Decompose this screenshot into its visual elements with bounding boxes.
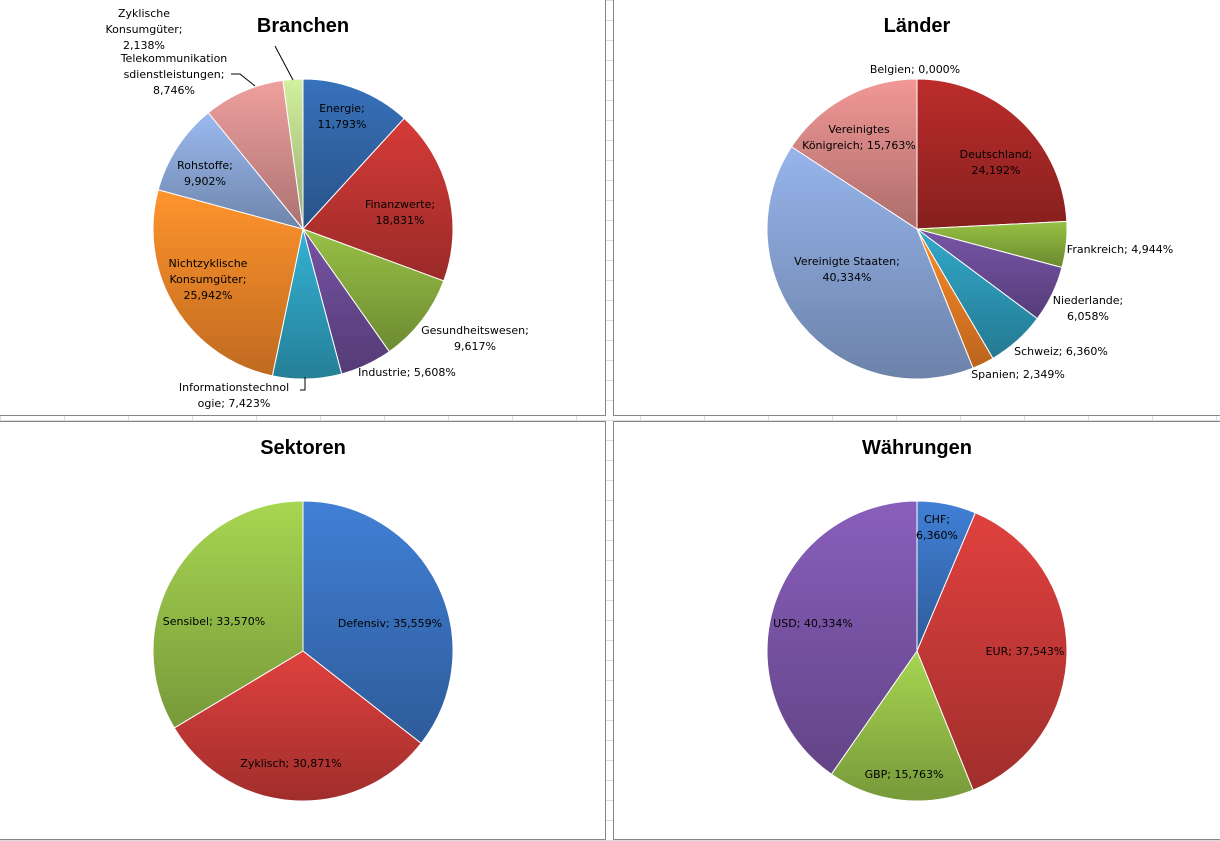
pie-slice[interactable] <box>790 78 918 230</box>
data-label: Defensiv; 35,559% <box>338 617 442 630</box>
data-label: Industrie; 5,608% <box>358 366 456 379</box>
data-label: GBP; 15,763% <box>865 768 944 781</box>
chart-title: Sektoren <box>260 437 346 459</box>
chart-title: Länder <box>884 15 951 37</box>
pie-chart-sektoren: Sektoren Defensiv; 35,559% Zyklisch; 30,8… <box>152 437 454 802</box>
leader-line <box>300 377 306 391</box>
data-label: Energie; 11,793% <box>318 102 367 131</box>
data-label: Belgien; 0,000% <box>870 63 960 76</box>
data-label: Finanzwerte; 18,831% <box>365 198 435 227</box>
data-label: Nichtzyklische Konsumgüter; 25,942% <box>169 257 248 302</box>
pie-slice[interactable] <box>830 649 974 802</box>
chart-title: Branchen <box>257 15 349 37</box>
data-label: Sensibel; 33,570% <box>163 615 265 628</box>
data-label: Telekommunikation sdienstleistungen; 8,746… <box>120 52 228 97</box>
chart-title: Währungen <box>862 437 972 459</box>
pie-slice[interactable] <box>152 189 304 377</box>
leader-line <box>231 73 256 87</box>
data-label: Schweiz; 6,360% <box>1014 345 1108 358</box>
data-label: EUR; 37,543% <box>986 645 1065 658</box>
data-label: USD; 40,334% <box>773 617 853 630</box>
pie-slice[interactable] <box>152 500 304 729</box>
data-label: Zyklische Konsumgüter; 2,138% <box>105 7 182 52</box>
data-label: Vereinigte Staaten; 40,334% <box>794 255 900 284</box>
pie-slice[interactable] <box>916 512 1068 791</box>
data-label: Deutschland; 24,192% <box>960 148 1033 177</box>
pie-slice[interactable] <box>766 500 918 775</box>
data-label: CHF; 6,360% <box>916 513 958 542</box>
data-label: Informationstechnol ogie; 7,423% <box>179 381 289 410</box>
data-label: Rohstoffe; 9,902% <box>177 159 233 188</box>
pie-chart-laender: Länder Deutschland; 24,192% Frankreich; 4,… <box>766 15 1173 381</box>
pie-slice[interactable] <box>302 500 454 745</box>
pie-chart-waehrungen: Währungen CHF; 6,360% EUR; 37,543% GBP; 15,… <box>766 437 1068 802</box>
pie-slice[interactable] <box>302 117 454 282</box>
pie-slice[interactable] <box>173 650 422 802</box>
chart-panel-laender[interactable]: Länder Deutschland; 24,192% Frankreich; 4,… <box>613 0 1220 416</box>
data-label: Gesundheitswesen; 9,617% <box>421 324 529 353</box>
chart-panel-waehrungen[interactable]: Währungen CHF; 6,360% EUR; 37,543% GBP; 15,… <box>613 421 1220 840</box>
chart-panel-sektoren[interactable]: Sektoren Defensiv; 35,559% Zyklisch; 30,8… <box>0 421 606 840</box>
data-label: Vereinigtes Königreich; 15,763% <box>802 123 916 152</box>
pie-slice[interactable] <box>766 146 974 380</box>
leader-line <box>274 45 294 81</box>
data-label: Niederlande; 6,058% <box>1053 294 1124 323</box>
pie-slice[interactable] <box>302 78 405 231</box>
pie-slice[interactable] <box>916 78 1068 230</box>
pie-slice[interactable] <box>301 227 445 353</box>
data-label: Frankreich; 4,944% <box>1067 243 1173 256</box>
pie-slice[interactable] <box>157 112 305 230</box>
pie-chart-branchen: Branchen Energie; 11,793% Finanzwerte; 18,8… <box>105 7 529 410</box>
data-label: Zyklisch; 30,871% <box>240 757 341 770</box>
chart-panel-branchen[interactable]: Branchen Energie; 11,793% Finanzwerte; 18,8… <box>0 0 606 416</box>
pie-slice[interactable] <box>207 79 304 231</box>
data-label: Spanien; 2,349% <box>971 368 1065 381</box>
